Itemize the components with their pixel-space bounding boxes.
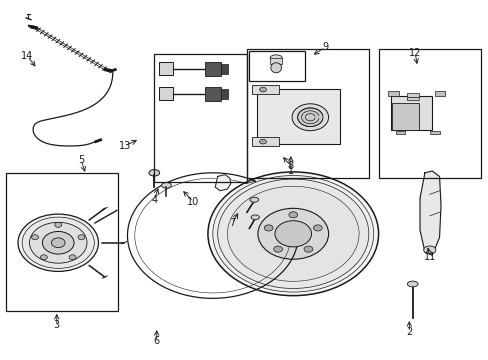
Ellipse shape	[288, 212, 297, 218]
Bar	[205, 87, 221, 101]
Ellipse shape	[29, 222, 87, 263]
Ellipse shape	[270, 63, 281, 73]
Bar	[406, 97, 418, 100]
Bar	[406, 93, 418, 97]
Ellipse shape	[42, 231, 74, 254]
Bar	[434, 91, 445, 96]
Ellipse shape	[249, 197, 258, 202]
Ellipse shape	[41, 255, 47, 260]
Ellipse shape	[55, 222, 61, 227]
Bar	[159, 87, 172, 100]
Text: 3: 3	[54, 320, 60, 330]
Bar	[387, 91, 398, 96]
Text: 12: 12	[408, 48, 421, 58]
Ellipse shape	[51, 238, 65, 248]
Text: 14: 14	[21, 51, 34, 61]
Bar	[221, 89, 228, 99]
Ellipse shape	[304, 246, 312, 252]
Ellipse shape	[257, 208, 328, 259]
Ellipse shape	[212, 176, 373, 292]
Ellipse shape	[269, 55, 282, 61]
Ellipse shape	[227, 186, 358, 281]
Bar	[154, 54, 246, 182]
Ellipse shape	[291, 104, 328, 131]
Ellipse shape	[149, 170, 159, 176]
Text: 1: 1	[287, 166, 293, 176]
Ellipse shape	[161, 183, 171, 188]
Text: 10: 10	[187, 197, 199, 207]
Ellipse shape	[32, 235, 39, 240]
Ellipse shape	[78, 235, 84, 240]
Ellipse shape	[250, 215, 259, 220]
Text: 4: 4	[151, 195, 157, 205]
Bar	[390, 96, 431, 130]
Ellipse shape	[259, 139, 266, 144]
Text: 11: 11	[423, 252, 435, 262]
Ellipse shape	[423, 246, 435, 254]
Text: 9: 9	[321, 42, 327, 52]
Text: 7: 7	[229, 218, 235, 228]
Bar	[251, 137, 278, 146]
Bar	[251, 85, 278, 94]
Ellipse shape	[297, 108, 323, 127]
Ellipse shape	[264, 225, 272, 231]
Text: 5: 5	[78, 155, 84, 165]
Bar	[246, 49, 368, 178]
Polygon shape	[419, 171, 440, 255]
Text: 13: 13	[119, 141, 131, 151]
Bar	[221, 64, 228, 74]
Bar	[395, 131, 405, 134]
Bar	[5, 173, 118, 311]
Bar	[159, 62, 172, 75]
Ellipse shape	[273, 246, 282, 252]
Ellipse shape	[313, 225, 322, 231]
Ellipse shape	[274, 221, 311, 247]
Text: 6: 6	[153, 336, 160, 346]
Ellipse shape	[69, 255, 76, 260]
Bar	[378, 49, 480, 178]
Bar	[270, 58, 282, 64]
Polygon shape	[215, 175, 230, 191]
Text: 2: 2	[406, 327, 411, 337]
Ellipse shape	[407, 281, 417, 287]
Ellipse shape	[259, 87, 266, 92]
Bar	[391, 103, 418, 130]
Bar	[205, 62, 221, 76]
Bar	[429, 131, 439, 134]
Ellipse shape	[207, 172, 378, 296]
Bar	[256, 89, 339, 144]
Text: 8: 8	[287, 161, 293, 171]
Ellipse shape	[22, 217, 94, 269]
Ellipse shape	[18, 214, 98, 271]
Bar	[249, 51, 305, 81]
Ellipse shape	[217, 179, 368, 288]
